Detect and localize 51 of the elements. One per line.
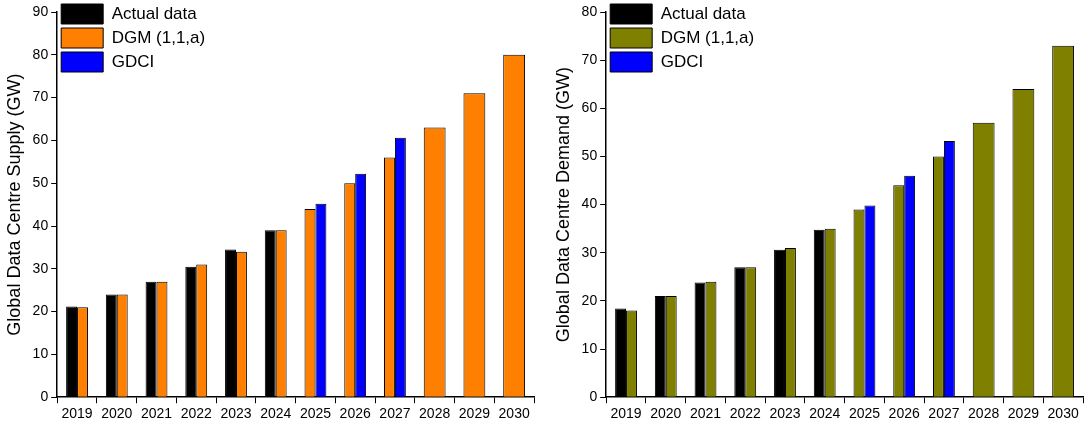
x-tick-label: 2022 [180,405,213,422]
x-tick-label: 2023 [220,405,252,422]
y-axis-title: Global Data Centre Supply (GW) [3,73,24,336]
y-axis-title: Global Data Centre Demand (GW) [552,67,573,343]
y-tick-label: 20 [32,302,49,319]
y-tick-label: 30 [32,259,49,276]
x-tick-label: 2022 [729,405,762,422]
y-tick-label: 80 [581,2,598,19]
legend-label: Actual data [111,3,198,23]
x-tick-label: 2029 [1007,405,1040,422]
x-tick-label: 2021 [140,405,173,422]
legend-label: GDCI [660,51,704,71]
y-tick-label: 90 [32,2,49,19]
x-tick-label: 2029 [458,405,491,422]
x-tick-label: 2030 [1047,405,1079,422]
y-tick-label: 20 [581,291,598,308]
x-tick-label: 2020 [101,405,133,422]
legend-label: DGM (1,1,a) [660,27,755,47]
x-tick-label: 2028 [419,405,451,422]
y-tick-label: 30 [581,243,598,260]
x-tick-label: 2024 [809,405,841,422]
y-tick-label: 70 [581,51,598,68]
y-tick-label: 10 [32,345,49,362]
x-tick-label: 2028 [968,405,1000,422]
y-tick-label: 70 [32,88,49,105]
y-tick-label: 40 [581,195,598,212]
legend-label: DGM (1,1,a) [111,27,206,47]
y-tick-label: 50 [581,147,598,164]
x-tick-label: 2021 [689,405,722,422]
legend-label: Actual data [660,3,747,23]
x-tick-label: 2030 [498,405,530,422]
legend-label: GDCI [111,51,155,71]
y-tick-label: 60 [32,131,49,148]
y-tick-label: 40 [32,216,49,233]
x-tick-label: 2019 [61,405,93,422]
x-tick-label: 2027 [928,405,960,422]
y-tick-label: 0 [589,388,598,405]
x-tick-label: 2019 [610,405,642,422]
x-tick-label: 2025 [299,405,332,422]
x-tick-label: 2025 [848,405,881,422]
x-tick-label: 2023 [769,405,801,422]
y-tick-label: 80 [32,45,49,62]
x-tick-label: 2026 [888,405,920,422]
y-tick-label: 50 [32,174,49,191]
y-tick-label: 10 [581,339,598,356]
x-tick-label: 2020 [650,405,682,422]
x-tick-label: 2027 [379,405,411,422]
x-tick-label: 2024 [260,405,292,422]
x-tick-label: 2026 [339,405,371,422]
y-tick-label: 60 [581,99,598,116]
y-tick-label: 0 [40,388,49,405]
